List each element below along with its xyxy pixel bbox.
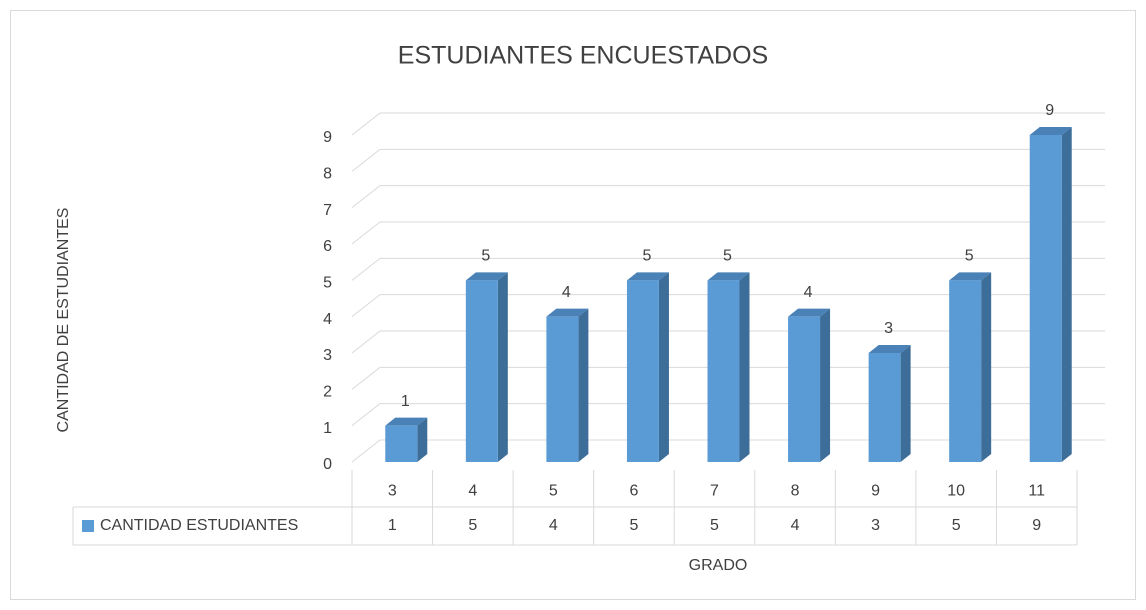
y-tick-label: 5 — [323, 275, 332, 292]
data-label: 4 — [562, 284, 571, 301]
bar — [788, 316, 821, 462]
table-value: 3 — [871, 517, 880, 534]
chart-title: ESTUDIANTES ENCUESTADOS — [398, 42, 768, 70]
bar — [385, 425, 418, 462]
y-tick-label: 8 — [323, 166, 332, 183]
grid-line — [351, 294, 1105, 318]
bar — [739, 272, 750, 462]
bar — [900, 345, 911, 462]
legend-label: CANTIDAD ESTUDIANTES — [100, 517, 298, 534]
bar — [949, 272, 992, 281]
bar — [626, 280, 659, 462]
x-tick-label: 8 — [791, 483, 800, 500]
data-label: 5 — [723, 248, 732, 265]
bar — [1029, 135, 1062, 462]
bar — [868, 345, 911, 353]
x-tick-label: 6 — [629, 483, 638, 500]
data-label: 5 — [965, 248, 974, 265]
data-label: 5 — [642, 248, 651, 265]
grid-line — [351, 403, 1105, 427]
y-tick-label: 2 — [323, 384, 332, 401]
data-label: 3 — [884, 320, 893, 337]
y-axis-label: CANTIDAD DE ESTUDIANTES — [55, 208, 72, 433]
table-value: 4 — [791, 517, 800, 534]
table-value: 5 — [468, 517, 477, 534]
y-tick-label: 9 — [323, 129, 332, 146]
table-value: 5 — [710, 517, 719, 534]
data-label: 1 — [401, 393, 410, 410]
y-tick-label: 0 — [323, 456, 332, 473]
x-tick-label: 9 — [871, 483, 880, 500]
bar — [546, 316, 579, 462]
bar — [981, 272, 992, 462]
table-value: 9 — [1032, 517, 1041, 534]
y-tick-label: 6 — [323, 238, 332, 255]
y-tick-label: 1 — [323, 420, 332, 437]
bar — [707, 272, 750, 281]
data-label: 4 — [804, 284, 813, 301]
grid-line — [351, 439, 1105, 463]
x-tick-label: 7 — [710, 483, 719, 500]
x-tick-label: 3 — [388, 483, 397, 500]
bar — [1061, 127, 1072, 462]
grid-line — [351, 185, 1105, 209]
bar — [626, 272, 669, 281]
grid-line — [351, 221, 1105, 245]
bar — [385, 417, 428, 426]
x-tick-label: 4 — [468, 483, 477, 500]
bar — [465, 280, 498, 462]
bar — [417, 417, 428, 462]
legend-swatch — [82, 520, 94, 532]
grid-line — [351, 148, 1105, 172]
bar — [868, 353, 901, 462]
bar — [949, 280, 982, 462]
grid-line — [351, 257, 1105, 281]
bar — [465, 272, 508, 281]
chart-border — [10, 10, 1136, 600]
bar — [788, 308, 831, 317]
table-lines — [72, 470, 1078, 546]
table-value: 4 — [549, 517, 558, 534]
bar — [546, 308, 589, 317]
data-label: 9 — [1045, 102, 1054, 119]
bar — [820, 308, 831, 462]
bar — [578, 308, 589, 462]
y-tick-label: 4 — [323, 311, 332, 328]
table-value: 5 — [629, 517, 638, 534]
x-tick-label: 5 — [549, 483, 558, 500]
table-value: 1 — [388, 517, 397, 534]
grid-line — [351, 366, 1105, 390]
grid-line — [351, 112, 1105, 136]
bar — [658, 272, 669, 462]
bar — [707, 280, 740, 462]
x-axis-label: GRADO — [689, 557, 748, 574]
bar — [497, 272, 508, 462]
y-tick-label: 7 — [323, 202, 332, 219]
data-label: 5 — [481, 248, 490, 265]
bar — [1029, 127, 1072, 135]
x-tick-label: 11 — [1028, 483, 1045, 500]
x-tick-label: 10 — [947, 483, 965, 500]
y-tick-label: 3 — [323, 347, 332, 364]
grid-line — [351, 330, 1105, 354]
table-value: 5 — [952, 517, 961, 534]
